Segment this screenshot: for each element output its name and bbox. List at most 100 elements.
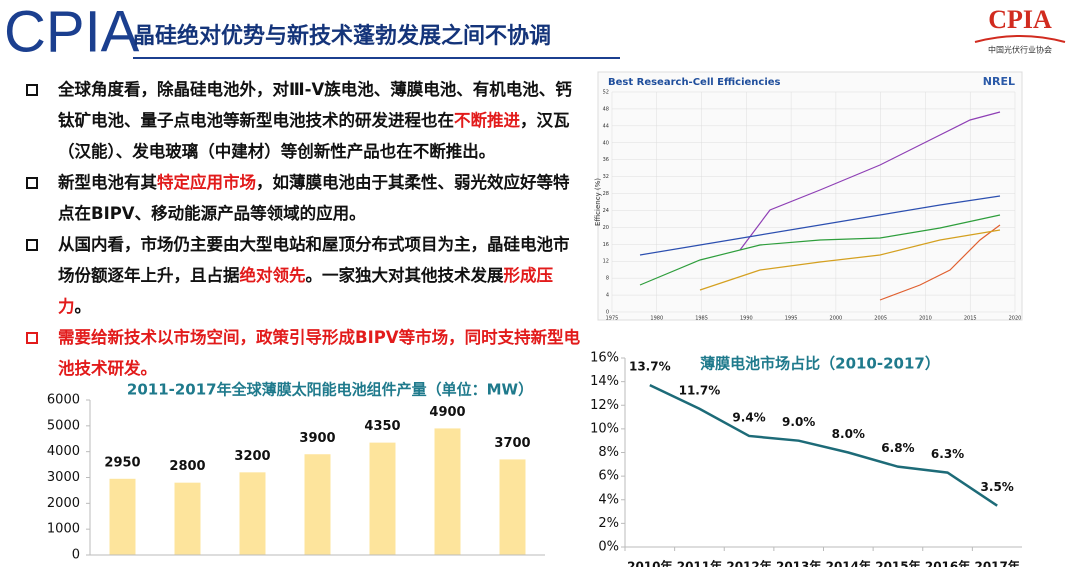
nrel-frame xyxy=(597,71,1023,321)
bullet-text: 形成压力 xyxy=(58,266,553,316)
y-tick-label: 8% xyxy=(598,445,619,460)
y-tick-label: 48 xyxy=(603,106,609,112)
record-curve xyxy=(879,224,1001,301)
record-curve xyxy=(639,214,1001,286)
chart-title: 薄膜电池市场占比（2010-2017） xyxy=(700,355,940,373)
data-label: 3200 xyxy=(234,449,270,464)
x-tick-label: 2014年 xyxy=(826,559,871,567)
y-tick-label: 16 xyxy=(603,242,609,248)
record-curve xyxy=(639,195,1001,256)
data-label: 2800 xyxy=(169,459,205,474)
y-tick-label: 16% xyxy=(590,351,619,366)
x-tick-label: 2016年 xyxy=(925,559,970,567)
x-tick-label: 2013年 xyxy=(776,559,821,567)
data-label: 4900 xyxy=(429,405,465,420)
x-tick-label: 1995 xyxy=(785,316,798,322)
bullet-text: 特定应用市场 xyxy=(157,173,256,192)
x-tick-label: 2011年 xyxy=(677,559,722,567)
x-tick-label: 2020 xyxy=(1009,316,1022,322)
y-tick-label: 4% xyxy=(598,492,619,507)
line xyxy=(649,384,998,507)
y-tick-label: 12 xyxy=(603,259,609,265)
bullet: 全球角度看，除晶硅电池外，对Ⅲ-Ⅴ族电池、薄膜电池、有机电池、钙钛矿电池、量子点… xyxy=(22,74,582,167)
figure-title: Best Research-Cell Efficiencies xyxy=(608,77,781,88)
bar xyxy=(304,454,331,555)
x-tick-label: 2005 xyxy=(874,316,887,322)
y-axis-label: Efficiency (%) xyxy=(594,178,602,226)
y-tick-label: 1000 xyxy=(47,522,80,537)
x-tick-label: 2010年 xyxy=(627,559,672,567)
data-label: 2950 xyxy=(104,455,140,470)
bullet-text: 绝对领先 xyxy=(239,266,306,285)
data-label: 3900 xyxy=(299,431,335,446)
bullet: 需要给新技术以市场空间，政策引导形成BIPV等市场，同时支持新型电池技术研发。 xyxy=(22,322,582,384)
bullet: 从国内看，市场仍主要由大型电站和屋顶分布式项目为主，晶硅电池市场份额逐年上升，且… xyxy=(22,229,582,322)
y-tick-label: 14% xyxy=(590,374,619,389)
y-tick-label: 3000 xyxy=(47,470,80,485)
record-curve xyxy=(739,111,1001,251)
y-tick-label: 32 xyxy=(603,174,609,180)
data-label: 8.0% xyxy=(832,427,865,441)
bar xyxy=(239,472,266,555)
slide-title: 晶硅绝对优势与新技术蓬勃发展之间不协调 xyxy=(133,23,551,49)
y-tick-label: 6000 xyxy=(47,393,80,408)
logo: CPIA xyxy=(4,0,140,64)
data-label: 9.0% xyxy=(782,415,815,429)
bullet-text: 。一家独大对其他技术发展 xyxy=(305,266,504,285)
x-tick-label: 2015 xyxy=(964,316,977,322)
x-tick-label: 1990 xyxy=(740,316,753,322)
data-label: 9.4% xyxy=(732,410,765,424)
bullet-text: 从国内看，市场仍主要由大型电站和屋顶分布式项目为主，晶硅电池市场份额逐年上升，且… xyxy=(58,235,570,285)
y-tick-label: 10% xyxy=(590,421,619,436)
org-logo: CPIA xyxy=(988,5,1052,34)
org-name: 中国光伏行业协会 xyxy=(988,45,1052,55)
bar xyxy=(434,428,461,555)
bullet-text: 需要给新技术以市场空间，政策引导形成BIPV等市场，同时支持新型电池技术研发。 xyxy=(58,328,581,378)
figure-brand: NREL xyxy=(983,75,1015,88)
data-label: 6.8% xyxy=(881,441,914,455)
y-tick-label: 5000 xyxy=(47,418,80,433)
y-tick-label: 52 xyxy=(603,90,609,96)
y-tick-label: 6% xyxy=(598,469,619,484)
x-tick-label: 2015年 xyxy=(875,559,920,567)
x-tick-label: 2017年 xyxy=(974,559,1019,567)
y-tick-label: 2% xyxy=(598,516,619,531)
org-swoosh xyxy=(974,35,1066,43)
data-label: 6.3% xyxy=(931,447,964,461)
bar xyxy=(499,459,526,555)
y-tick-label: 0 xyxy=(72,548,80,563)
bullet-text: 不断推进 xyxy=(454,111,520,130)
bullet-text: 。 xyxy=(74,297,92,316)
x-tick-label: 2000 xyxy=(830,316,843,322)
bullet: 新型电池有其特定应用市场，如薄膜电池由于其柔性、弱光效应好等特点在BIPV、移动… xyxy=(22,167,582,229)
y-tick-label: 4000 xyxy=(47,444,80,459)
y-tick-label: 2000 xyxy=(47,496,80,511)
bar xyxy=(174,482,201,555)
y-tick-label: 44 xyxy=(603,123,609,129)
data-label: 3.5% xyxy=(981,480,1014,494)
bar xyxy=(109,478,136,555)
y-tick-label: 36 xyxy=(603,157,609,163)
data-label: 4350 xyxy=(364,419,400,434)
bar xyxy=(369,442,396,555)
bullet-text: 新型电池有其 xyxy=(58,173,157,192)
x-tick-label: 2010 xyxy=(919,316,932,322)
y-tick-label: 40 xyxy=(603,140,609,146)
x-tick-label: 1980 xyxy=(650,316,663,322)
x-tick-label: 1975 xyxy=(606,316,619,322)
y-tick-label: 4 xyxy=(606,293,609,299)
y-tick-label: 20 xyxy=(603,225,609,231)
y-tick-label: 8 xyxy=(606,276,609,282)
record-curve xyxy=(699,229,1001,291)
y-tick-label: 0 xyxy=(606,310,609,316)
data-label: 13.7% xyxy=(629,360,671,374)
chart-title: 2011-2017年全球薄膜太阳能电池组件产量（单位：MW） xyxy=(127,381,533,399)
bullet-list: 全球角度看，除晶硅电池外，对Ⅲ-Ⅴ族电池、薄膜电池、有机电池、钙钛矿电池、量子点… xyxy=(22,74,582,384)
y-tick-label: 28 xyxy=(603,191,609,197)
data-label: 11.7% xyxy=(679,383,721,397)
y-tick-label: 12% xyxy=(590,398,619,413)
y-tick-label: 0% xyxy=(598,540,619,555)
y-tick-label: 24 xyxy=(603,208,609,214)
